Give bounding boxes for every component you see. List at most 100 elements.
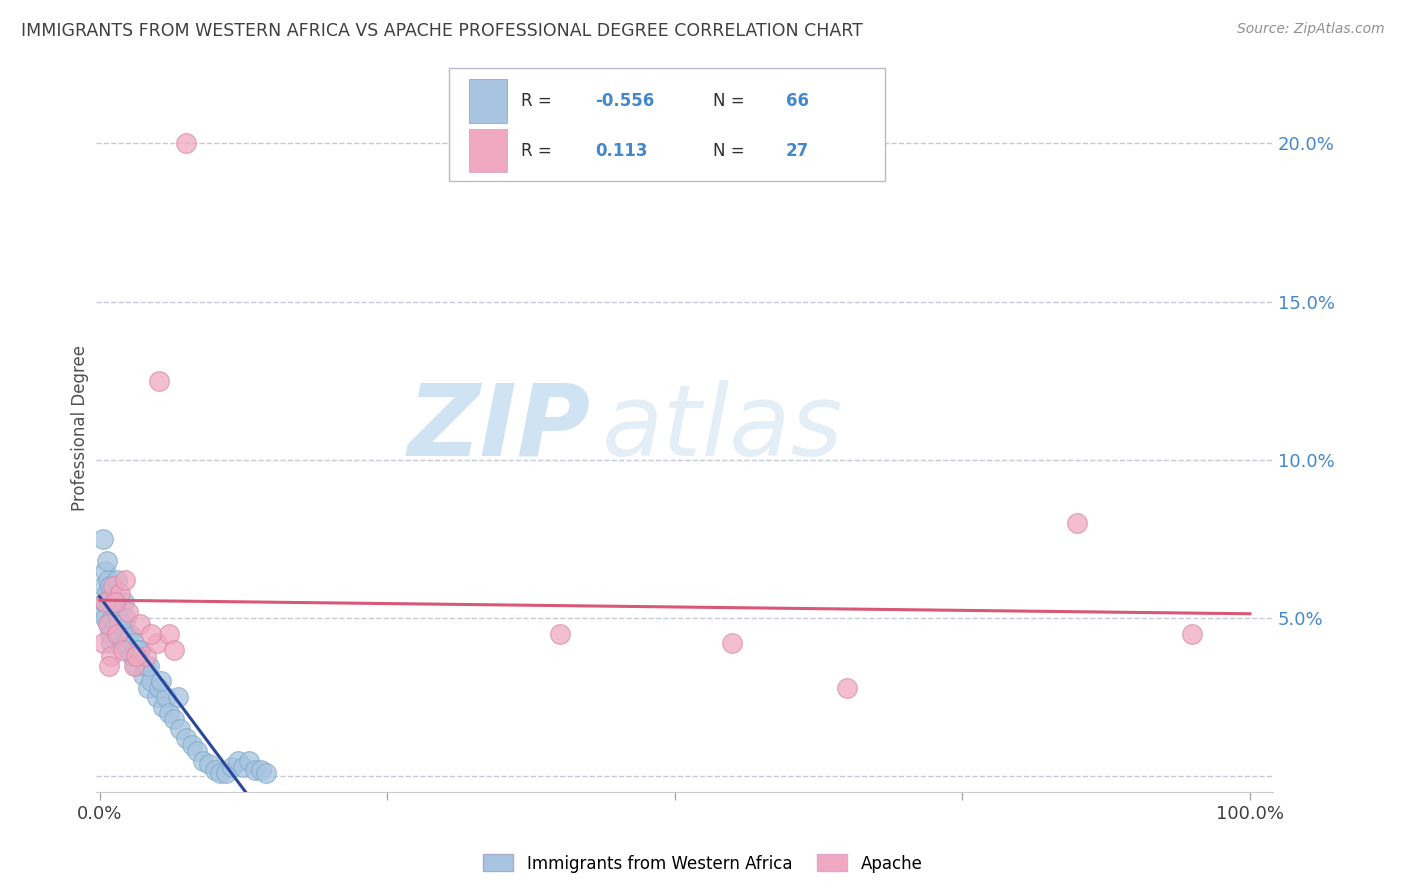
Point (117, 605, 139, 619)
Point (103, 579, 125, 593)
Text: 27: 27 (786, 142, 808, 160)
Point (98, 579, 121, 593)
Point (157, 627, 180, 641)
Point (97, 617, 120, 632)
Point (94, 564, 117, 578)
Text: R =: R = (522, 92, 557, 110)
Point (155, 690, 177, 705)
Point (135, 658, 157, 673)
Text: IMMIGRANTS FROM WESTERN AFRICA VS APACHE PROFESSIONAL DEGREE CORRELATION CHART: IMMIGRANTS FROM WESTERN AFRICA VS APACHE… (21, 22, 863, 40)
Point (180, 738, 202, 752)
Point (548, 627, 571, 641)
Point (93, 595, 115, 609)
Text: Source: ZipAtlas.com: Source: ZipAtlas.com (1237, 22, 1385, 37)
Point (209, 766, 232, 780)
Point (221, 760, 243, 774)
Point (111, 617, 134, 632)
Point (104, 595, 127, 609)
Point (91, 532, 114, 546)
Point (105, 627, 128, 641)
Point (104, 605, 127, 619)
Point (101, 611, 124, 625)
Point (97, 573, 120, 587)
Point (174, 136, 197, 151)
Point (100, 586, 122, 600)
Legend: Immigrants from Western Africa, Apache: Immigrants from Western Africa, Apache (477, 847, 929, 880)
Point (105, 573, 128, 587)
Point (232, 760, 254, 774)
Point (107, 611, 129, 625)
Point (91, 579, 114, 593)
Point (129, 642, 152, 657)
Point (256, 766, 278, 780)
Point (138, 658, 160, 673)
Point (837, 681, 859, 695)
Point (186, 744, 208, 758)
Text: 66: 66 (786, 92, 808, 110)
Point (97, 595, 120, 609)
Point (91, 605, 114, 619)
FancyBboxPatch shape (470, 128, 508, 172)
Point (103, 595, 125, 609)
Point (136, 681, 159, 695)
Point (114, 636, 136, 650)
Text: atlas: atlas (602, 380, 844, 476)
Point (141, 627, 163, 641)
Point (193, 754, 215, 768)
Point (135, 649, 157, 664)
Point (114, 573, 136, 587)
Point (118, 627, 141, 641)
Point (163, 713, 186, 727)
Point (117, 642, 139, 657)
Point (127, 642, 149, 657)
Point (146, 636, 169, 650)
Point (125, 658, 148, 673)
Point (103, 595, 125, 609)
Point (129, 617, 152, 632)
Point (94, 595, 117, 609)
Point (122, 636, 145, 650)
Point (169, 722, 191, 736)
FancyBboxPatch shape (470, 79, 508, 123)
Point (110, 586, 132, 600)
Point (204, 763, 226, 777)
Point (115, 611, 138, 625)
Point (122, 658, 145, 673)
Y-axis label: Professional Degree: Professional Degree (72, 345, 89, 511)
Point (215, 766, 238, 780)
Point (243, 763, 266, 777)
Point (105, 627, 128, 641)
Point (141, 674, 163, 689)
Point (98, 627, 121, 641)
Point (198, 756, 221, 771)
Point (100, 649, 122, 664)
Text: R =: R = (522, 142, 557, 160)
Point (174, 731, 197, 746)
Point (108, 617, 131, 632)
Point (148, 681, 170, 695)
Point (249, 763, 271, 777)
Point (238, 754, 260, 768)
Point (100, 636, 122, 650)
Point (157, 706, 180, 720)
Point (152, 699, 174, 714)
Point (167, 690, 190, 705)
Point (96, 554, 118, 568)
Point (117, 627, 139, 641)
Text: N =: N = (713, 142, 749, 160)
Point (97, 617, 120, 632)
Point (91, 636, 114, 650)
Point (94, 611, 117, 625)
Point (132, 668, 155, 682)
Text: -0.556: -0.556 (595, 92, 654, 110)
Text: ZIP: ZIP (408, 380, 591, 476)
Point (96, 586, 118, 600)
Point (110, 627, 132, 641)
Point (97, 658, 120, 673)
FancyBboxPatch shape (450, 68, 884, 180)
Point (146, 690, 169, 705)
Point (148, 374, 170, 388)
Point (104, 617, 127, 632)
Point (125, 649, 148, 664)
Point (1181, 627, 1204, 641)
